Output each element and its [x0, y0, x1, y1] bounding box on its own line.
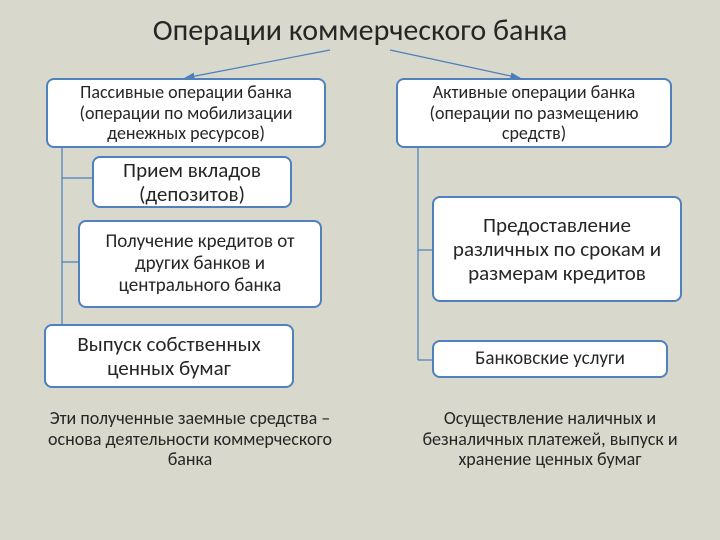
left-item-1: Прием вкладов (депозитов): [92, 156, 292, 208]
diagram-title: Операции коммерческого банка: [0, 0, 720, 49]
left-item-2: Получение кредитов от других банков и це…: [78, 220, 322, 308]
left-item-3: Выпуск собственных ценных бумаг: [44, 324, 294, 388]
right-footer-label: Осуществление наличных и безналичных пла…: [422, 407, 677, 470]
right-footer-text: Осуществление наличных и безналичных пла…: [408, 408, 692, 470]
right-item-1: Предоставление различных по срокам и раз…: [432, 196, 682, 302]
right-item-2-text: Банковские услуги: [475, 348, 625, 370]
right-header-box: Активные операции банка (операции по раз…: [396, 78, 672, 148]
left-header-box: Пассивные операции банка (операции по мо…: [46, 78, 326, 148]
right-header-text: Активные операции банка (операции по раз…: [406, 82, 662, 144]
left-footer-label: Эти полученные заемные средства – основа…: [48, 407, 332, 470]
right-item-2: Банковские услуги: [432, 340, 668, 378]
left-item-1-text: Прием вкладов (депозитов): [102, 158, 282, 206]
left-footer-text: Эти полученные заемные средства – основа…: [40, 408, 340, 470]
left-header-text: Пассивные операции банка (операции по мо…: [56, 82, 316, 144]
right-item-1-text: Предоставление различных по срокам и раз…: [442, 213, 672, 285]
left-item-3-text: Выпуск собственных ценных бумаг: [54, 332, 284, 380]
left-item-2-text: Получение кредитов от других банков и це…: [88, 231, 312, 297]
